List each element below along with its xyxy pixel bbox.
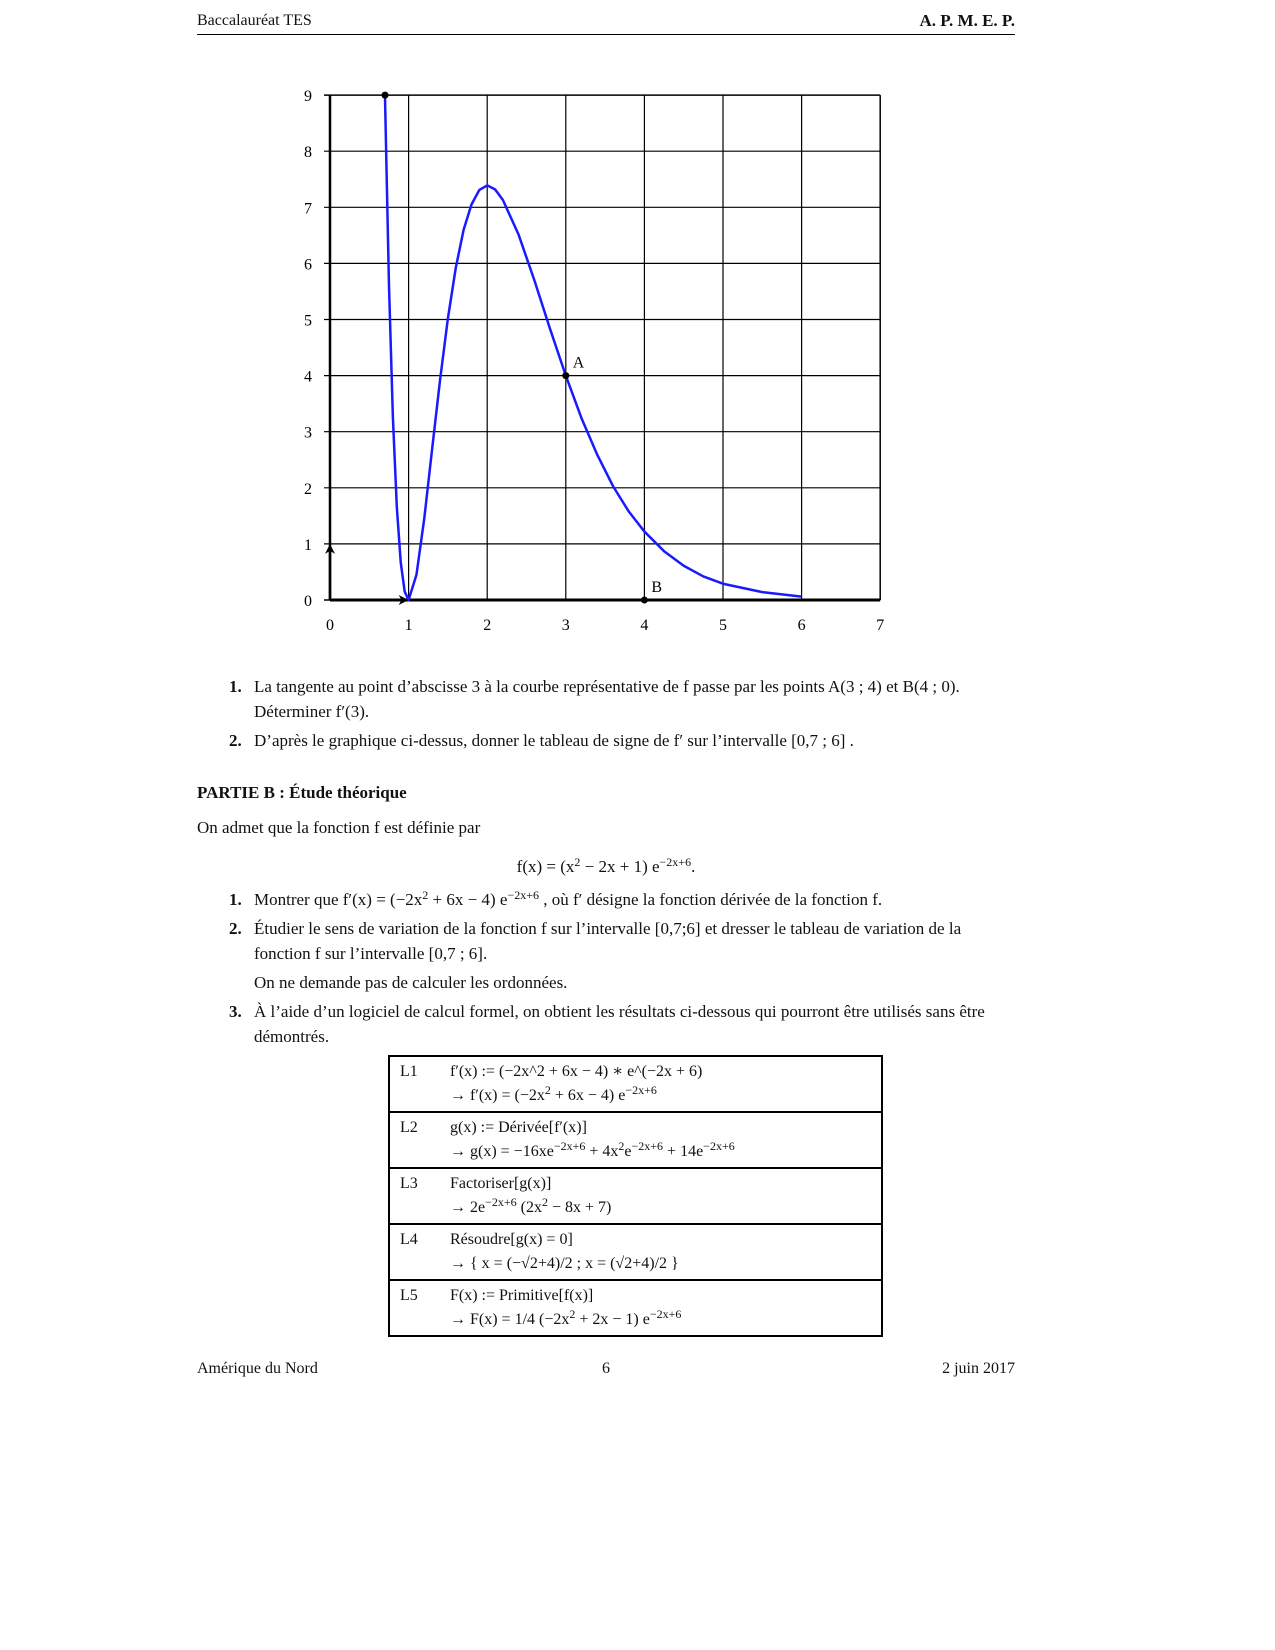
page-number: 6 xyxy=(602,1360,610,1377)
x-tick-label: 1 xyxy=(405,617,413,634)
y-tick-label: 4 xyxy=(304,369,312,386)
cas-line-label: L3 xyxy=(389,1167,440,1225)
point-label: B xyxy=(651,579,662,596)
cas-input: Résoudre[g(x) = 0] xyxy=(450,1231,573,1248)
question-text: Étudier le sens de variation de la fonct… xyxy=(254,919,962,963)
header-right: A. P. M. E. P. xyxy=(919,11,1015,30)
cas-line-label: L2 xyxy=(389,1111,440,1169)
cas-output: → F(x) = 1/4 (−2x2 + 2x − 1) e−2x+6 xyxy=(450,1307,682,1328)
question-text: La tangente au point d’abscisse 3 à la c… xyxy=(254,677,960,721)
x-tick-label: 4 xyxy=(640,617,648,634)
cas-input: F(x) := Primitive[f(x)] xyxy=(450,1287,594,1304)
cas-row: L1 f′(x) := (−2x^2 + 6x − 4) ∗ e^(−2x + 6… xyxy=(389,1055,882,1113)
arrow-icon xyxy=(398,595,409,605)
cas-line-content: f′(x) := (−2x^2 + 6x − 4) ∗ e^(−2x + 6) →… xyxy=(440,1055,882,1113)
footer-left: Amérique du Nord xyxy=(197,1360,318,1377)
point-marker xyxy=(381,91,389,99)
question-number: 2. xyxy=(229,731,242,750)
question-b3: 3. À l’aide d’un logiciel de calcul forme… xyxy=(197,999,1015,1049)
cas-row: L5 F(x) := Primitive[f(x)] → F(x) = 1/4 (−… xyxy=(389,1279,882,1337)
cas-row: L3 Factoriser[g(x)] → 2e−2x+6 (2x2 − 8x + … xyxy=(389,1167,882,1225)
cas-line-content: Factoriser[g(x)] → 2e−2x+6 (2x2 − 8x + 7) xyxy=(440,1167,882,1225)
cas-line-content: g(x) := Dérivée[f′(x)] → g(x) = −16xe−2x+… xyxy=(440,1111,882,1169)
question-note: On ne demande pas de calculer les ordonn… xyxy=(254,973,568,992)
cas-input: Factoriser[g(x)] xyxy=(450,1175,552,1192)
x-tick-label: 0 xyxy=(326,617,334,634)
y-tick-label: 6 xyxy=(304,256,312,273)
question-text: À l’aide d’un logiciel de calcul formel,… xyxy=(254,1002,985,1046)
question-b2: 2. Étudier le sens de variation de la fon… xyxy=(197,916,1015,995)
y-tick-label: 8 xyxy=(304,144,312,161)
y-tick-label: 0 xyxy=(304,593,312,610)
x-tick-label: 2 xyxy=(483,617,491,634)
cas-output: → 2e−2x+6 (2x2 − 8x + 7) xyxy=(450,1195,612,1216)
arrow-icon xyxy=(325,543,335,554)
question-b1: 1. Montrer que f′(x) = (−2x2 + 6x − 4) e−… xyxy=(197,887,1015,912)
y-tick-label: 2 xyxy=(304,481,312,498)
cas-output: → g(x) = −16xe−2x+6 + 4x2e−2x+6 + 14e−2x… xyxy=(450,1139,735,1160)
y-tick-label: 3 xyxy=(304,425,312,442)
question-text: D’après le graphique ci-dessus, donner l… xyxy=(254,731,854,750)
cas-line-label: L4 xyxy=(389,1223,440,1281)
y-tick-label: 9 xyxy=(304,88,312,105)
cas-results-table: L1 f′(x) := (−2x^2 + 6x − 4) ∗ e^(−2x + 6… xyxy=(388,1055,883,1337)
question-number: 1. xyxy=(229,890,242,909)
question-a1: 1. La tangente au point d’abscisse 3 à la… xyxy=(197,674,1015,724)
cas-input: g(x) := Dérivée[f′(x)] xyxy=(450,1119,587,1136)
footer-date: 2 juin 2017 xyxy=(942,1360,1015,1377)
cas-output: → { x = (−√2+4)/2 ; x = (√2+4)/2 } xyxy=(450,1255,679,1272)
question-number: 3. xyxy=(229,1002,242,1021)
part-b: PARTIE B : Étude théorique On admet que … xyxy=(197,780,1015,1337)
question-a2: 2. D’après le graphique ci-dessus, donner… xyxy=(197,728,1015,753)
y-tick-label: 5 xyxy=(304,313,312,330)
x-tick-label: 6 xyxy=(798,617,806,634)
question-text: Montrer que f′(x) = (−2x2 + 6x − 4) e−2x… xyxy=(254,888,883,909)
function-definition: f(x) = (x2 − 2x + 1) e−2x+6. xyxy=(516,855,696,876)
question-number: 1. xyxy=(229,677,242,696)
point-marker xyxy=(562,372,570,380)
cas-line-label: L5 xyxy=(389,1279,440,1337)
x-tick-label: 3 xyxy=(562,617,570,634)
y-tick-label: 1 xyxy=(304,537,312,554)
page-footer: Amérique du Nord 6 2 juin 2017 xyxy=(197,1360,1015,1378)
cas-input: f′(x) := (−2x^2 + 6x − 4) ∗ e^(−2x + 6) xyxy=(450,1063,703,1080)
function-curve xyxy=(383,97,802,602)
page-header: Baccalauréat TES A. P. M. E. P. xyxy=(197,10,1015,35)
part-a-questions: 1. La tangente au point d’abscisse 3 à la… xyxy=(197,674,1015,753)
cas-line-content: Résoudre[g(x) = 0] → { x = (−√2+4)/2 ; x … xyxy=(440,1223,882,1281)
cas-line-label: L1 xyxy=(389,1055,440,1113)
part-b-title: PARTIE B : Étude théorique xyxy=(197,783,407,802)
cas-row: L4 Résoudre[g(x) = 0] → { x = (−√2+4)/2 ; … xyxy=(389,1223,882,1281)
question-number: 2. xyxy=(229,919,242,938)
point-marker xyxy=(640,596,648,604)
cas-line-content: F(x) := Primitive[f(x)] → F(x) = 1/4 (−2x… xyxy=(440,1279,882,1337)
point-label: A xyxy=(573,355,585,372)
x-tick-label: 7 xyxy=(876,617,884,634)
cas-output: → f′(x) = (−2x2 + 6x − 4) e−2x+6 xyxy=(450,1083,657,1104)
x-tick-label: 5 xyxy=(719,617,727,634)
part-b-intro: On admet que la fonction f est définie p… xyxy=(197,818,481,837)
cas-row: L2 g(x) := Dérivée[f′(x)] → g(x) = −16xe−2… xyxy=(389,1111,882,1169)
header-left: Baccalauréat TES xyxy=(197,12,312,29)
y-tick-label: 7 xyxy=(304,200,312,217)
function-graph: 0 1 2 3 4 5 6 7 0 1 2 3 4 5 6 7 8 9 A B xyxy=(304,88,884,634)
